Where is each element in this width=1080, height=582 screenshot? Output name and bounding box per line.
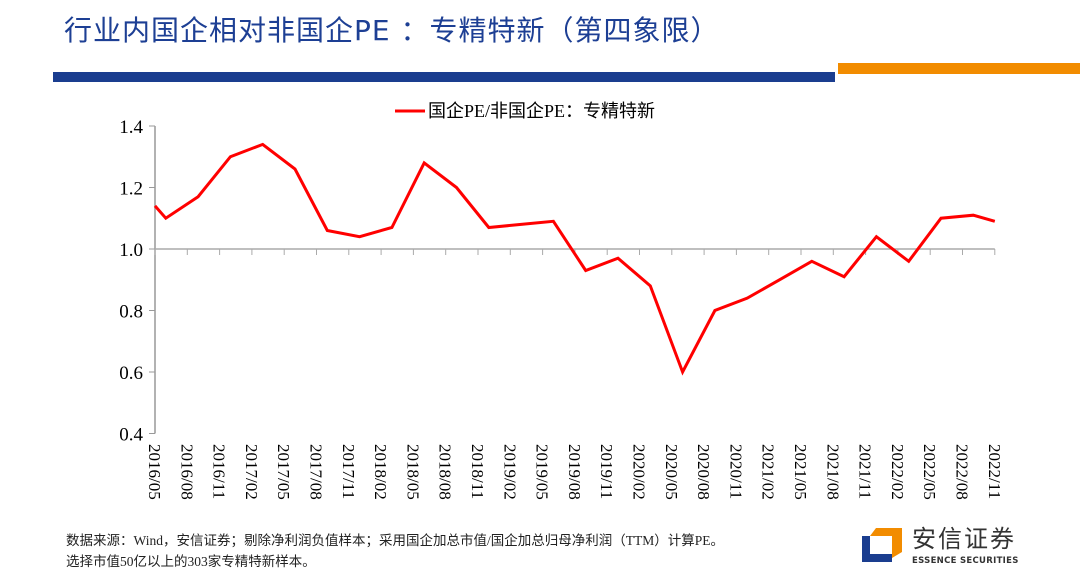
x-tick-label: 2019/08 — [565, 444, 584, 500]
x-tick-label: 2020/02 — [630, 444, 649, 500]
x-tick-label: 2022/11 — [985, 444, 1004, 499]
y-tick-label: 1.2 — [119, 179, 143, 200]
y-tick-label: 0.8 — [119, 302, 143, 323]
source-note: 数据来源：Wind，安信证券；剔除净利润负值样本；采用国企加总市值/国企加总归母… — [66, 533, 724, 548]
legend-label: 国企PE/非国企PE：专精特新 — [428, 101, 655, 121]
y-tick-label: 1.4 — [119, 117, 143, 138]
logo-text-en: ESSENCE SECURITIES — [912, 556, 1019, 566]
company-logo: 安信证券 ESSENCE SECURITIES — [862, 526, 1076, 570]
x-tick-label: 2021/08 — [823, 444, 842, 500]
series-line — [153, 142, 996, 376]
x-tick-label: 2021/02 — [759, 444, 778, 500]
x-tick-label: 2018/02 — [371, 444, 390, 500]
title-underline-blue — [53, 72, 835, 82]
x-tick-label: 2021/05 — [791, 444, 810, 500]
x-tick-label: 2019/11 — [597, 444, 616, 499]
x-tick-label: 2022/02 — [888, 444, 907, 500]
x-tick-label: 2018/11 — [468, 444, 487, 499]
title-underline-orange — [838, 63, 1080, 74]
x-tick-label: 2017/02 — [242, 444, 261, 500]
y-tick-label: 1.0 — [119, 240, 143, 261]
x-tick-label: 2019/05 — [533, 444, 552, 500]
x-tick-label: 2017/08 — [307, 444, 326, 500]
y-tick-label: 0.6 — [119, 363, 143, 384]
logo-mark-icon — [862, 528, 902, 562]
sample-note: 选择市值50亿以上的303家专精特新样本。 — [66, 554, 316, 569]
x-tick-label: 2018/08 — [436, 444, 455, 500]
logo-text-cn: 安信证券 — [912, 525, 1016, 553]
x-tick-label: 2020/11 — [726, 444, 745, 499]
x-tick-label: 2020/05 — [662, 444, 681, 500]
x-tick-label: 2022/08 — [953, 444, 972, 500]
x-tick-label: 2021/11 — [856, 444, 875, 499]
x-tick-label: 2017/11 — [339, 444, 358, 499]
x-tick-label: 2018/05 — [403, 444, 422, 500]
x-tick-label: 2016/08 — [177, 444, 196, 500]
y-tick-label: 0.4 — [119, 425, 143, 446]
x-tick-label: 2019/02 — [500, 444, 519, 500]
x-tick-label: 2017/05 — [274, 444, 293, 500]
footer-notes: 数据来源：Wind，安信证券；剔除净利润负值样本；采用国企加总市值/国企加总归母… — [66, 532, 846, 570]
page-title: 行业内国企相对非国企PE ：专精特新（第四象限） — [64, 14, 720, 47]
x-tick-label: 2016/05 — [145, 444, 164, 500]
x-tick-label: 2016/11 — [210, 444, 229, 499]
x-tick-label: 2020/08 — [694, 444, 713, 500]
x-tick-label: 2022/05 — [920, 444, 939, 500]
